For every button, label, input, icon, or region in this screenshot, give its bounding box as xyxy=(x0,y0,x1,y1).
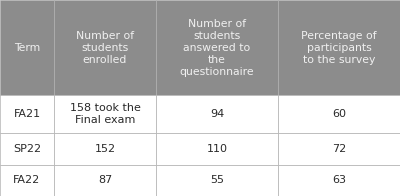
Text: 60: 60 xyxy=(332,109,346,119)
Bar xyxy=(156,133,278,165)
Bar xyxy=(54,95,156,133)
Text: Percentage of
participants
to the survey: Percentage of participants to the survey xyxy=(301,31,377,64)
Bar xyxy=(278,133,400,165)
Bar xyxy=(0,0,54,95)
Text: 152: 152 xyxy=(94,144,116,154)
Bar xyxy=(278,95,400,133)
Text: 87: 87 xyxy=(98,175,112,185)
Bar xyxy=(278,165,400,196)
Text: 94: 94 xyxy=(210,109,224,119)
Bar xyxy=(156,95,278,133)
Bar xyxy=(0,133,54,165)
Text: Number of
students
enrolled: Number of students enrolled xyxy=(76,31,134,64)
Text: FA22: FA22 xyxy=(13,175,41,185)
Text: Term: Term xyxy=(14,43,40,53)
Bar xyxy=(0,95,54,133)
Bar xyxy=(54,133,156,165)
Bar xyxy=(278,0,400,95)
Text: 158 took the
Final exam: 158 took the Final exam xyxy=(70,103,140,125)
Text: 72: 72 xyxy=(332,144,346,154)
Bar xyxy=(156,165,278,196)
Bar xyxy=(0,165,54,196)
Text: SP22: SP22 xyxy=(13,144,41,154)
Text: 110: 110 xyxy=(206,144,228,154)
Text: FA21: FA21 xyxy=(14,109,40,119)
Bar xyxy=(54,0,156,95)
Bar xyxy=(156,0,278,95)
Bar xyxy=(54,165,156,196)
Text: Number of
students
answered to
the
questionnaire: Number of students answered to the quest… xyxy=(180,19,254,76)
Text: 63: 63 xyxy=(332,175,346,185)
Text: 55: 55 xyxy=(210,175,224,185)
